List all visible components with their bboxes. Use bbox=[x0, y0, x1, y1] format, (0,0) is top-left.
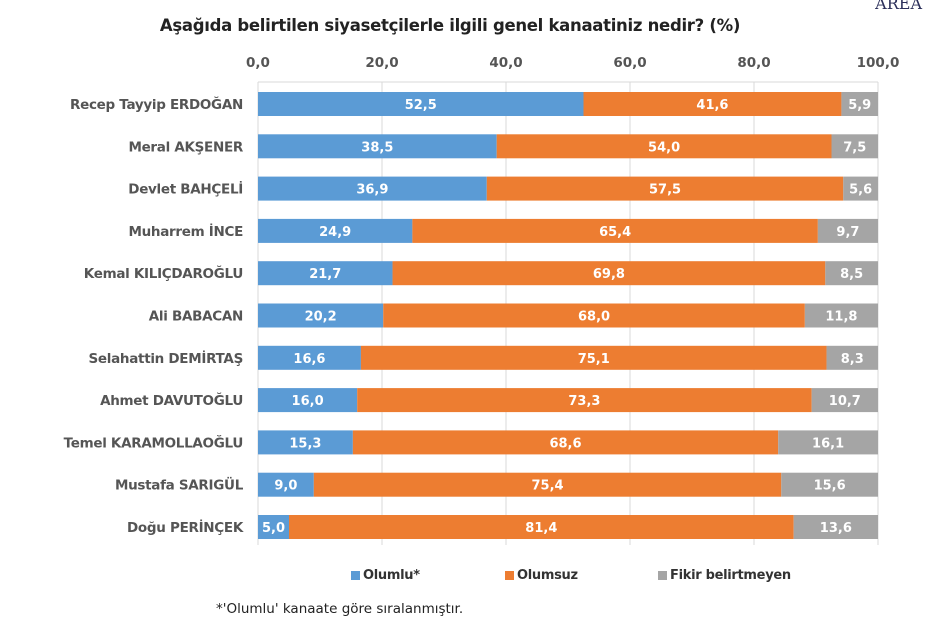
data-label: 75,4 bbox=[532, 479, 564, 494]
bar-segment bbox=[289, 515, 794, 539]
bar-segment bbox=[352, 430, 779, 455]
footnote: *'Olumlu' kanaate göre sıralanmıştır. bbox=[216, 601, 464, 617]
data-label: 7,5 bbox=[843, 140, 866, 155]
data-label: 21,7 bbox=[309, 267, 341, 282]
legend-label: Olumlu* bbox=[363, 568, 420, 583]
bar-segment bbox=[258, 92, 584, 116]
bar-segment bbox=[486, 176, 844, 201]
data-label: 11,8 bbox=[825, 310, 857, 325]
legend-item-olumsuz: Olumsuz bbox=[505, 568, 578, 583]
legend-swatch bbox=[351, 571, 360, 580]
data-label: 68,6 bbox=[549, 436, 581, 451]
data-label: 16,6 bbox=[293, 352, 325, 367]
x-tick-label: 0,0 bbox=[246, 55, 270, 71]
bar-segment bbox=[258, 515, 289, 539]
bar-segment bbox=[258, 472, 314, 497]
legend-label: Olumsuz bbox=[517, 568, 578, 583]
bar-segment bbox=[258, 345, 361, 370]
legend-item-olumlu: Olumlu* bbox=[351, 568, 420, 583]
data-label: 73,3 bbox=[568, 394, 600, 409]
legend-label: Fikir belirtmeyen bbox=[670, 568, 791, 583]
data-label: 5,0 bbox=[262, 521, 285, 536]
bar-segment bbox=[583, 92, 842, 116]
data-label: 36,9 bbox=[356, 183, 388, 198]
data-label: 54,0 bbox=[648, 140, 680, 155]
data-label: 81,4 bbox=[525, 521, 557, 536]
bar-segment bbox=[392, 261, 826, 286]
data-label: 41,6 bbox=[696, 98, 728, 113]
data-label: 5,9 bbox=[848, 98, 871, 113]
chart-title: Aşağıda belirtilen siyasetçilerle ilgili… bbox=[159, 16, 741, 35]
category-label: Devlet BAHÇELİ bbox=[128, 181, 243, 198]
bar-segment bbox=[781, 472, 878, 497]
data-label: 15,6 bbox=[814, 479, 846, 494]
x-tick-label: 20,0 bbox=[365, 55, 398, 71]
data-label: 24,9 bbox=[319, 225, 351, 240]
bar-segment bbox=[496, 134, 832, 159]
x-tick-label: 40,0 bbox=[489, 55, 522, 71]
data-label: 75,1 bbox=[578, 352, 610, 367]
bar-segment bbox=[841, 92, 878, 116]
data-label: 69,8 bbox=[593, 267, 625, 282]
bar-segment bbox=[843, 176, 878, 201]
bar-segment bbox=[258, 303, 384, 328]
bar-segment bbox=[357, 388, 812, 413]
bar-segment bbox=[778, 430, 878, 455]
legend-swatch bbox=[505, 571, 514, 580]
bar-segment bbox=[412, 218, 818, 243]
category-label: Doğu PERİNÇEK bbox=[127, 519, 244, 536]
x-tick-label: 60,0 bbox=[613, 55, 646, 71]
data-label: 8,3 bbox=[841, 352, 864, 367]
logo: AREA bbox=[875, 0, 922, 13]
data-label: 9,0 bbox=[274, 479, 297, 494]
bar-segment bbox=[383, 303, 805, 328]
data-label: 20,2 bbox=[305, 310, 337, 325]
category-label: Muharrem İNCE bbox=[128, 223, 243, 240]
data-label: 52,5 bbox=[405, 98, 437, 113]
bar-segment bbox=[817, 218, 878, 243]
data-label: 13,6 bbox=[820, 521, 852, 536]
category-label: Recep Tayyip ERDOĞAN bbox=[70, 95, 243, 113]
bar-segment bbox=[258, 134, 497, 159]
bar-segment bbox=[258, 176, 487, 201]
bar-segment bbox=[831, 134, 878, 159]
legend-item-fikir-belirtmeyen: Fikir belirtmeyen bbox=[658, 568, 791, 583]
bar-segment bbox=[826, 345, 878, 370]
data-label: 16,1 bbox=[812, 436, 844, 451]
data-label: 15,3 bbox=[289, 436, 321, 451]
category-label: Selahattin DEMİRTAŞ bbox=[89, 350, 244, 367]
data-label: 5,6 bbox=[849, 183, 872, 198]
category-label: Ali BABACAN bbox=[149, 309, 243, 325]
category-label: Mustafa SARIGÜL bbox=[115, 476, 244, 494]
bar-segment bbox=[258, 430, 353, 455]
category-label: Temel KARAMOLLAOĞLU bbox=[64, 433, 243, 451]
category-label: Kemal KILIÇDAROĞLU bbox=[84, 264, 243, 282]
data-label: 57,5 bbox=[649, 183, 681, 198]
data-label: 65,4 bbox=[599, 225, 631, 240]
legend-swatch bbox=[658, 571, 667, 580]
category-label: Meral AKŞENER bbox=[128, 139, 243, 155]
data-label: 38,5 bbox=[361, 140, 393, 155]
bar-segment bbox=[793, 515, 878, 539]
bar-segment bbox=[811, 388, 878, 413]
x-tick-label: 100,0 bbox=[857, 55, 900, 71]
category-label: Ahmet DAVUTOĞLU bbox=[100, 391, 243, 409]
bar-segment bbox=[825, 261, 878, 286]
bar-segment bbox=[258, 261, 393, 286]
bar-segment bbox=[313, 472, 782, 497]
x-tick-label: 80,0 bbox=[737, 55, 770, 71]
bar-segment bbox=[258, 388, 358, 413]
bar-segment bbox=[804, 303, 878, 328]
data-label: 68,0 bbox=[578, 310, 610, 325]
bar-segment bbox=[360, 345, 827, 370]
data-label: 8,5 bbox=[840, 267, 863, 282]
data-label: 10,7 bbox=[829, 394, 861, 409]
bar-segment bbox=[258, 218, 413, 243]
data-label: 16,0 bbox=[292, 394, 324, 409]
data-label: 9,7 bbox=[836, 225, 859, 240]
